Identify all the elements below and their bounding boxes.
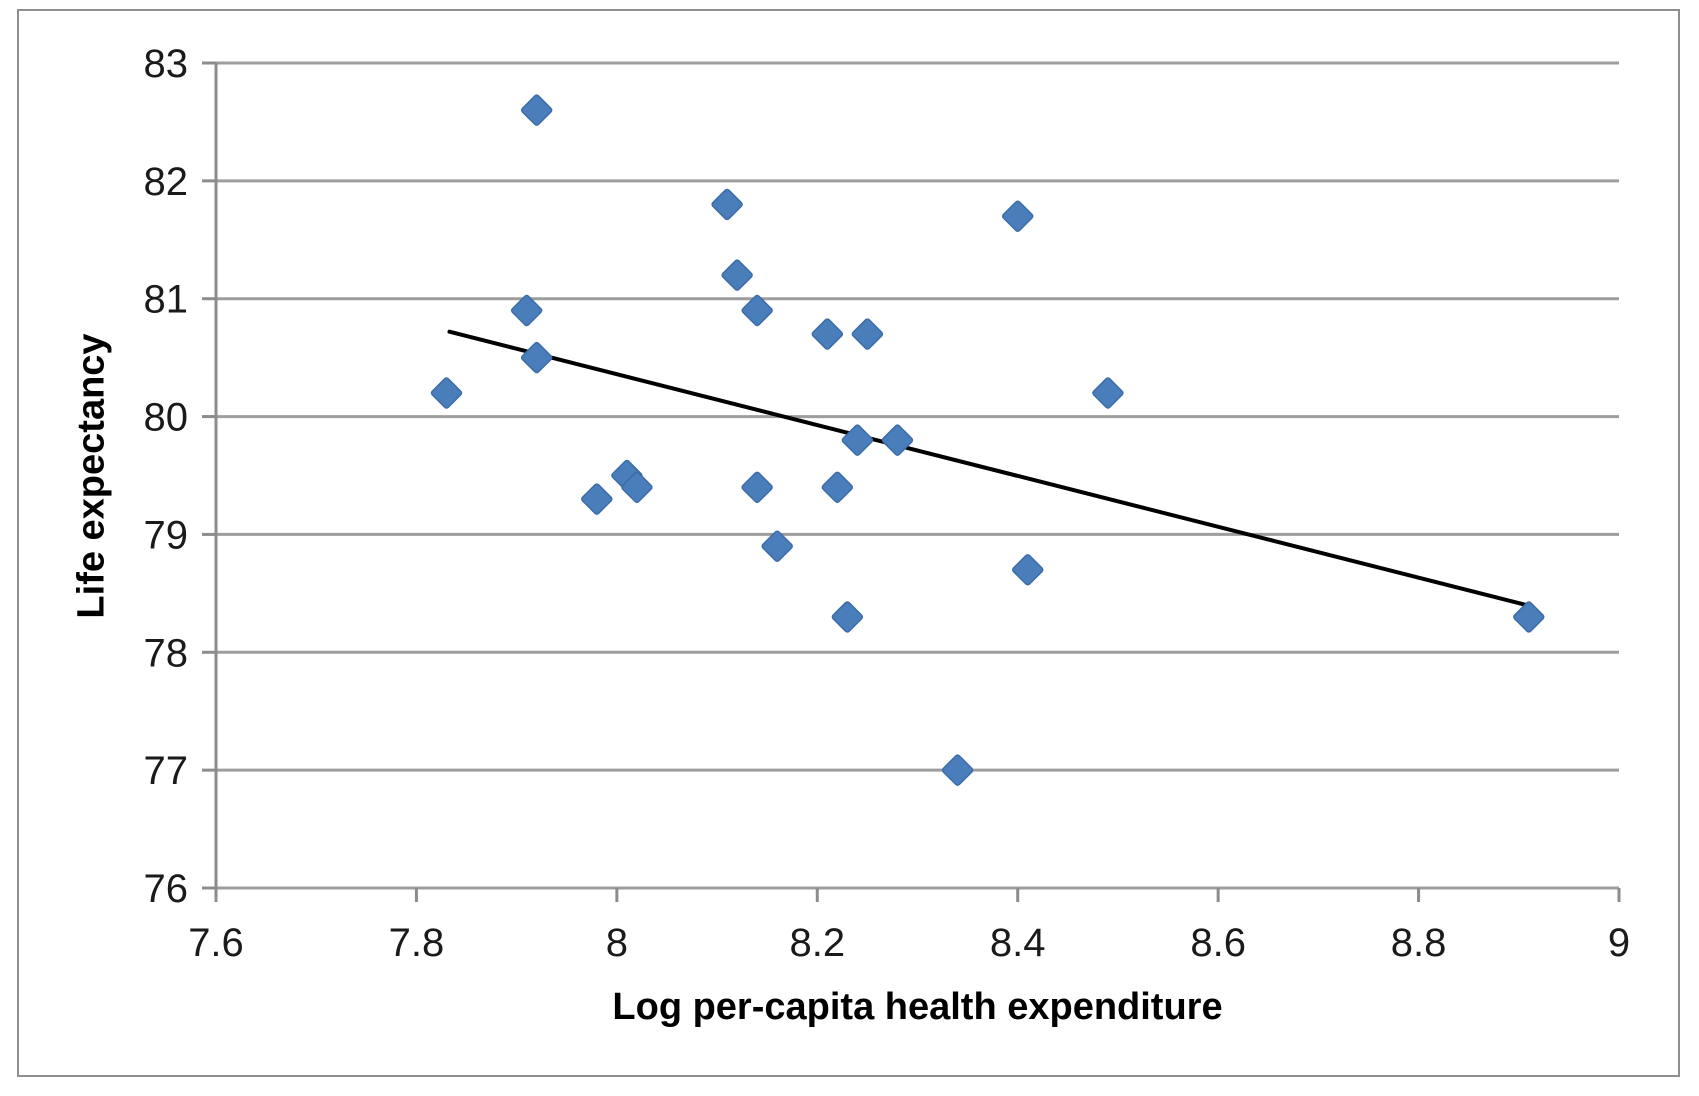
y-tick-label: 78 <box>144 631 189 675</box>
data-point <box>430 377 463 409</box>
y-tick-label: 82 <box>144 160 189 204</box>
x-tick-label: 8.6 <box>1190 921 1246 965</box>
data-point <box>1513 601 1545 633</box>
data-point <box>741 471 773 504</box>
x-axis-title: Log per-capita health expenditure <box>612 986 1223 1028</box>
data-point <box>520 341 553 374</box>
data-point <box>1092 377 1124 409</box>
data-point <box>581 483 613 515</box>
x-tick-label: 8.2 <box>789 921 845 965</box>
data-point <box>721 259 753 291</box>
y-tick-label: 77 <box>144 749 189 793</box>
data-point <box>711 188 743 221</box>
data-point <box>831 601 864 633</box>
x-tick-label: 7.8 <box>389 921 445 965</box>
y-tick-label: 81 <box>144 278 189 322</box>
y-tick-label: 80 <box>144 396 189 440</box>
data-point <box>761 530 793 562</box>
data-point <box>621 471 653 504</box>
data-point <box>841 424 874 456</box>
y-tick-label: 76 <box>144 867 189 911</box>
data-point <box>520 94 553 126</box>
data-point <box>741 294 773 327</box>
y-axis-title: Life expectancy <box>70 333 113 619</box>
data-point <box>821 471 854 504</box>
chart-border-frame <box>17 9 1680 1077</box>
x-tick-label: 9 <box>1608 921 1630 965</box>
x-tick-label: 8.4 <box>990 921 1046 965</box>
x-tick-label: 8 <box>606 921 628 965</box>
data-point <box>881 424 914 456</box>
trendline <box>447 329 1529 608</box>
data-point <box>1012 554 1044 586</box>
x-tick-label: 7.6 <box>188 921 244 965</box>
data-point <box>941 754 974 786</box>
data-point <box>510 294 543 327</box>
data-point <box>1001 200 1034 232</box>
y-tick-label: 83 <box>144 42 189 86</box>
x-tick-label: 8.8 <box>1391 921 1447 965</box>
data-point <box>811 318 844 350</box>
data-point <box>851 318 884 350</box>
y-tick-label: 79 <box>144 513 189 557</box>
